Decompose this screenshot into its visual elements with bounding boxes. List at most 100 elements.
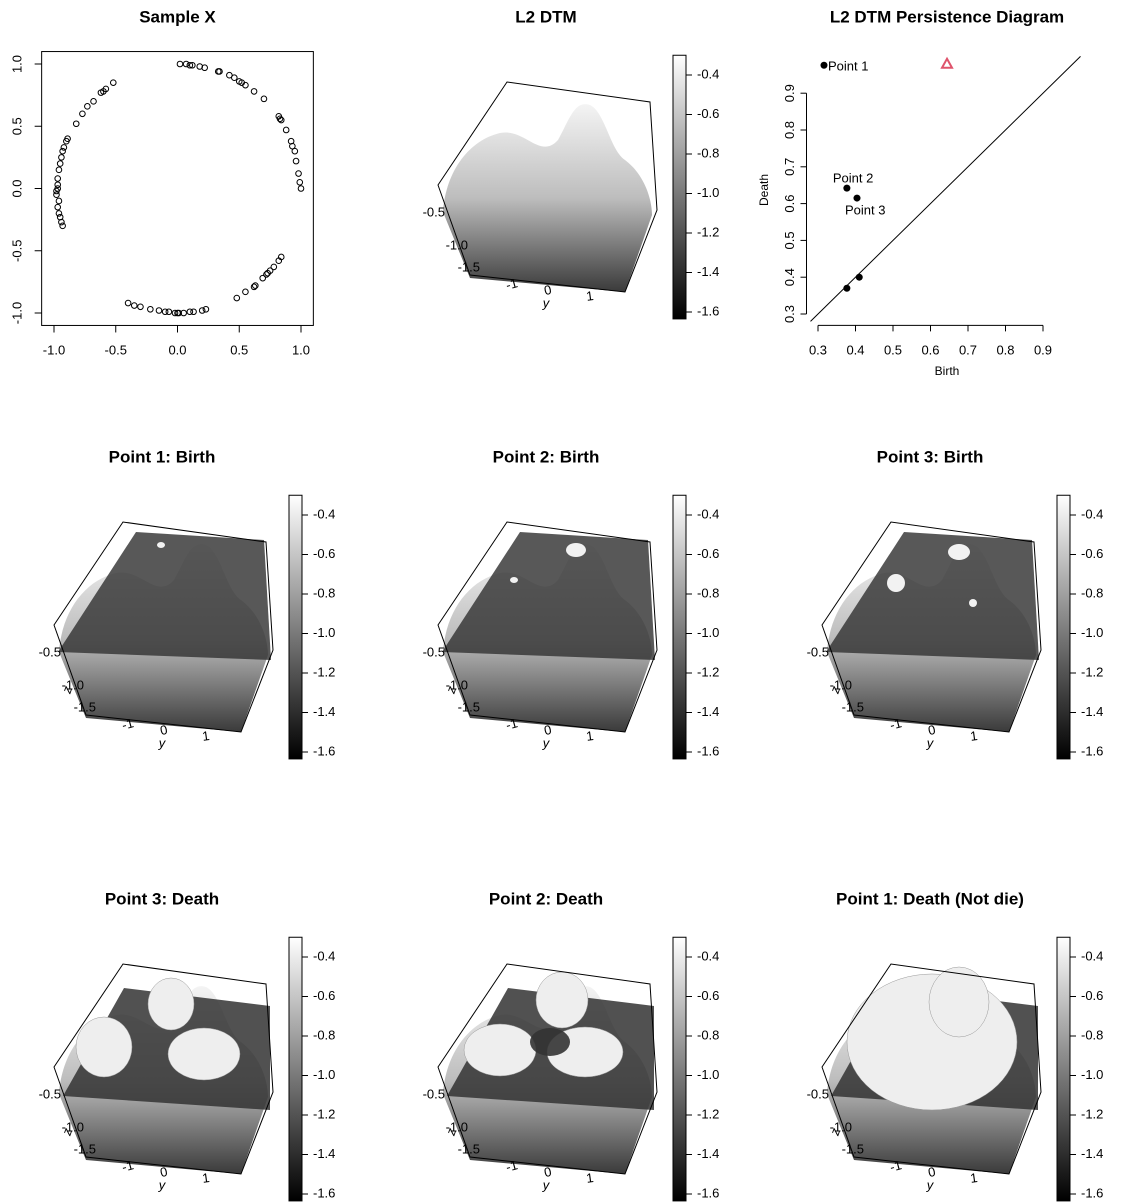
- chart-title: Point 2: Birth: [493, 447, 600, 466]
- point: [72, 120, 80, 128]
- point: [291, 147, 299, 155]
- x-tick-label: 0.3: [809, 342, 827, 357]
- y-tick-label: 1: [585, 1170, 594, 1186]
- colorbar-tick-label: -1.0: [697, 1067, 719, 1082]
- y-tick-label: -1.0: [9, 302, 24, 324]
- inf-point: [940, 56, 954, 69]
- colorbar: [672, 54, 687, 320]
- y-tick-label: 1.0: [9, 55, 24, 73]
- z-tick-label: -1.5: [842, 699, 864, 714]
- z-tick-label: -1.5: [458, 259, 480, 274]
- point: [155, 307, 163, 314]
- surface-panel: Point 2: Death -0.4 -0.6 -0.8 -1.0 -1.2 -1.4 -1…: [423, 889, 719, 1202]
- z-tick-label: -1.0: [62, 677, 84, 692]
- point: [216, 68, 223, 75]
- point: [54, 181, 62, 189]
- point: [292, 157, 300, 165]
- point: [198, 307, 206, 314]
- colorbar-tick-label: -1.4: [697, 1146, 719, 1161]
- blob: [948, 544, 970, 560]
- point: [55, 210, 63, 217]
- colorbar-tick-label: -0.8: [697, 585, 719, 600]
- colorbar: [1056, 494, 1071, 760]
- colorbar-tick-label: -1.4: [313, 704, 335, 719]
- box: [53, 963, 274, 1175]
- blob: [928, 966, 990, 1038]
- chart-title: L2 DTM Persistence Diagram: [830, 7, 1064, 26]
- colorbar-tick-label: -1.4: [313, 1146, 335, 1161]
- y-tick-label: 0.4: [782, 268, 797, 286]
- blob: [157, 542, 165, 548]
- x-tick-label: 0.6: [921, 342, 939, 357]
- y-tick-label: 0: [543, 1164, 553, 1180]
- y-tick-label: 0: [543, 282, 553, 298]
- z-tick-label: -1.0: [830, 677, 852, 692]
- colorbar-tick-label: -1.6: [313, 1185, 335, 1200]
- colorbar-tick-label: -0.4: [313, 948, 335, 963]
- colorbar-tick-label: -1.4: [697, 704, 719, 719]
- chart-title: Sample X: [139, 7, 216, 26]
- y-tick-label: 0.3: [782, 305, 797, 323]
- point: [297, 185, 305, 192]
- colorbar-tick-label: -1.2: [313, 1106, 335, 1121]
- point: [843, 184, 851, 192]
- point: [59, 222, 66, 230]
- point: [259, 274, 267, 282]
- point: [201, 64, 208, 72]
- colorbar: [672, 936, 687, 1202]
- y-tick-label: -1: [120, 1157, 135, 1174]
- diagonal: [810, 56, 1081, 322]
- point: [296, 178, 304, 186]
- y-tick-label: 0: [159, 1164, 169, 1180]
- colorbar-tick-label: -0.4: [697, 506, 719, 521]
- y-axis-label: Death: [757, 174, 771, 206]
- point: [190, 308, 197, 316]
- point: [55, 166, 63, 174]
- colorbar-tick-label: -0.8: [1081, 585, 1103, 600]
- y-axis-label: y: [926, 735, 935, 750]
- y-tick-label: 0: [543, 722, 553, 738]
- y-axis-label: y: [158, 1177, 167, 1192]
- y-axis-label: y: [926, 1177, 935, 1192]
- point: [58, 218, 65, 226]
- y-axis-label: y: [158, 735, 167, 750]
- box: [53, 521, 274, 733]
- x-tick-label: 0.7: [959, 342, 977, 357]
- blob: [167, 1027, 241, 1081]
- surface: [443, 104, 652, 292]
- point: [270, 263, 278, 271]
- z-tick-label: -1.0: [446, 237, 468, 252]
- point: [189, 61, 196, 69]
- y-tick-label: -1: [504, 1157, 519, 1174]
- y-tick-label: 0.9: [782, 84, 797, 102]
- point: [853, 194, 861, 202]
- y-tick-label: 0.8: [782, 121, 797, 139]
- colorbar-tick-label: -1.2: [1081, 664, 1103, 679]
- z-tick-label: -1.5: [458, 699, 480, 714]
- colorbar-tick-label: -1.0: [313, 625, 335, 640]
- point: [175, 309, 183, 317]
- x-axis-label: Birth: [935, 364, 960, 378]
- point: [276, 115, 284, 123]
- x-tick-label: 0.9: [1034, 342, 1052, 357]
- z-tick-label: -0.5: [807, 1086, 829, 1101]
- level-plane: [826, 532, 1039, 660]
- surface-panel: Point 2: Birth -0.4 -0.6 -0.8 -1.0 -1.2 -1.4 -1…: [423, 447, 719, 760]
- z-tick-label: -1.5: [74, 1141, 96, 1156]
- point: [165, 308, 173, 316]
- y-tick-label: 1: [201, 728, 210, 744]
- x-tick-label: 0.0: [168, 342, 186, 357]
- colorbar-tick-label: -0.6: [697, 988, 719, 1003]
- point: [161, 308, 169, 316]
- point: [54, 175, 62, 182]
- y-tick-label: 0: [159, 722, 169, 738]
- surface-panel: Point 3: Death -0.4 -0.6 -0.8 -1.0 -1.2 -1.4 -1…: [39, 889, 335, 1202]
- surface-panel: L2 DTM -0.4 -0.6 -0.8 -1.0 -1.2 -1.4 -1.6 -0.5 -1…: [423, 7, 719, 320]
- point: [64, 135, 71, 142]
- blob: [463, 1023, 537, 1077]
- point: [855, 273, 863, 281]
- colorbar-tick-label: -1.6: [1081, 743, 1103, 758]
- colorbar-tick-label: -1.2: [697, 664, 719, 679]
- chart-title: Point 1: Death (Not die): [836, 889, 1024, 908]
- box: [437, 521, 658, 733]
